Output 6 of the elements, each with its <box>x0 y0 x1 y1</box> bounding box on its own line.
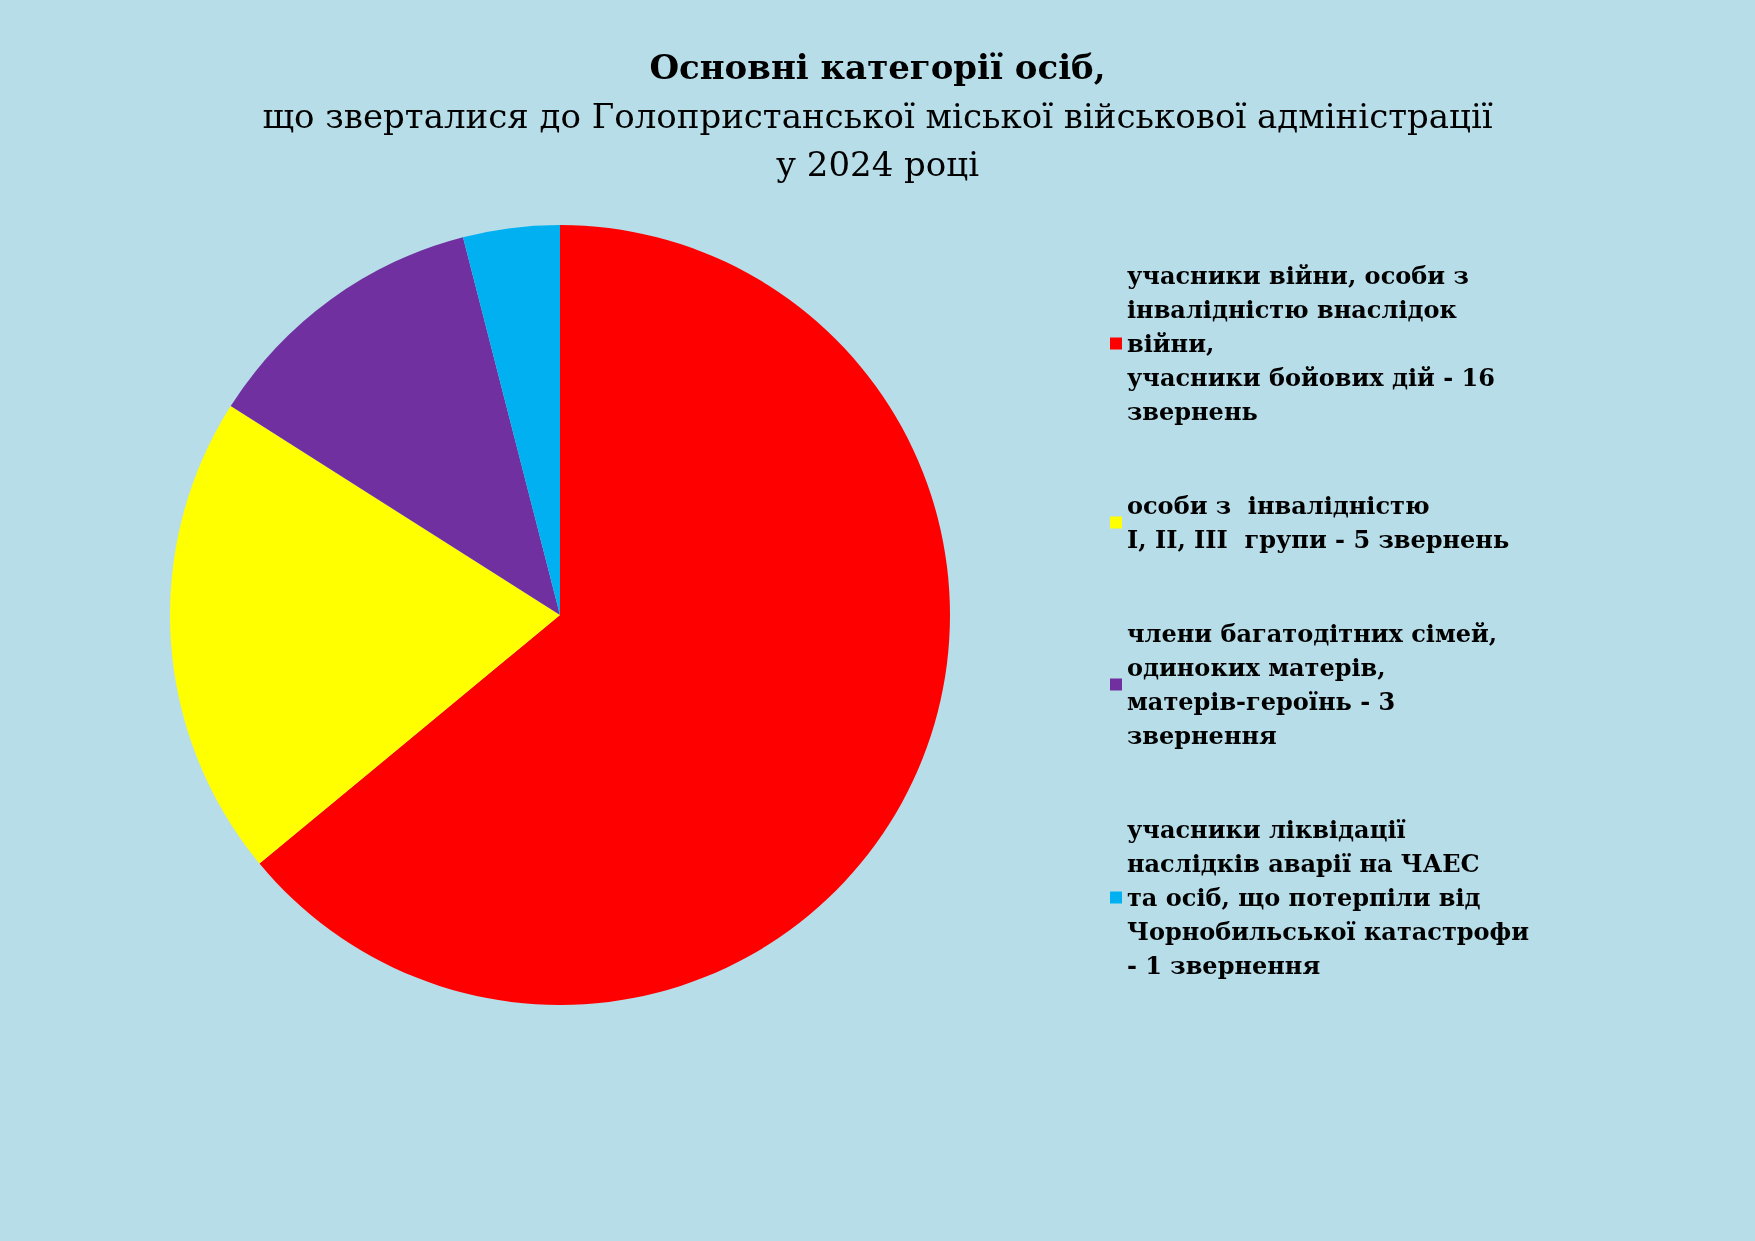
legend-label: члени багатодітних сімей, одиноких матерів, матерів-героїнь - 3 звернення <box>1127 619 1506 750</box>
chart-subtitle: що зверталися до Голопристанської міської військової адміністрації у 2024 році <box>262 96 1493 184</box>
legend-label: особи з інвалідністю I, II, III групи - 5 звернень <box>1127 491 1510 554</box>
legend-label: учасники війни, особи з інвалідністю внаслідок війни, учасники бойових дій - 16 звернень <box>1127 261 1504 426</box>
chart-title: Основні категорії осіб, <box>649 47 1106 87</box>
legend-label: учасники ліквідації наслідків аварії на ЧАЕС та осіб, що потерпіли від Чорнобильської катастрофи - 1 звернення <box>1127 815 1530 980</box>
